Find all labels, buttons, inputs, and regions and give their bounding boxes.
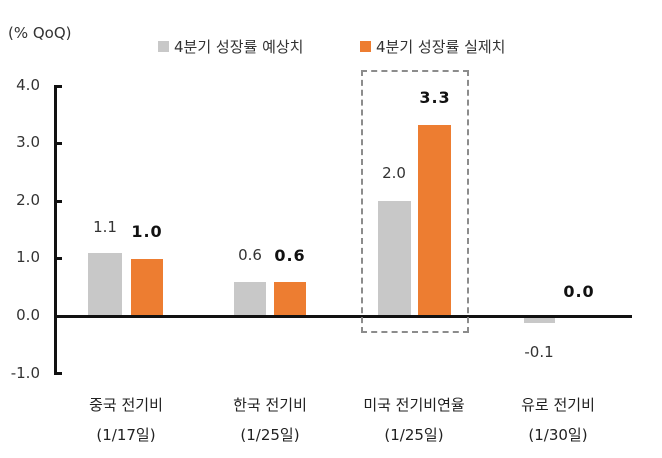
zero-baseline [54,315,632,318]
y-axis-line [54,86,57,375]
y-tick-label: 3.0 [16,133,40,151]
bar-actual-china [131,259,163,316]
y-tick-mark [54,142,62,145]
category-date: (1/25일) [240,426,300,444]
category-name: 유로 전기비 [521,396,595,414]
category-date: (1/30일) [528,426,588,444]
value-label-actual-korea: 0.6 [274,246,306,265]
value-label-actual-euro: 0.0 [563,282,595,301]
y-tick-label: 2.0 [16,191,40,209]
y-tick-label: 1.0 [16,248,40,266]
y-tick-label: 4.0 [16,76,40,94]
y-tick-mark [54,257,62,260]
legend-item-forecast: 4분기 성장률 예상치 [158,36,303,57]
category-name: 한국 전기비 [233,396,307,414]
category-label-us: 미국 전기비연율 (1/25일) [334,390,494,450]
highlight-dashed-box [361,70,469,333]
value-label-actual-us: 3.3 [419,88,451,107]
category-name: 미국 전기비연율 [363,396,465,414]
y-tick-mark [54,372,62,375]
value-label-forecast-china: 1.1 [93,218,117,236]
category-date: (1/17일) [96,426,156,444]
legend-swatch-orange [360,41,371,52]
value-label-forecast-korea: 0.6 [238,246,262,264]
legend-label-forecast: 4분기 성장률 예상치 [174,38,304,56]
legend-item-actual: 4분기 성장률 실제치 [360,36,505,57]
y-tick-mark [54,200,62,203]
category-label-china: 중국 전기비 (1/17일) [46,390,206,450]
category-label-korea: 한국 전기비 (1/25일) [190,390,350,450]
value-label-actual-china: 1.0 [131,222,163,241]
bar-forecast-china [88,253,122,316]
y-tick-label: -1.0 [10,364,40,382]
value-label-forecast-us: 2.0 [382,164,406,182]
category-name: 중국 전기비 [89,396,163,414]
bar-forecast-us [378,201,411,316]
value-label-forecast-euro: -0.1 [524,343,554,361]
bar-forecast-korea [234,282,266,316]
y-axis-unit-label: (% QoQ) [8,24,72,42]
bar-actual-us [418,125,451,316]
bar-actual-korea [274,282,306,316]
y-tick-mark [54,85,62,88]
bar-forecast-euro [524,318,555,323]
y-tick-label: 0.0 [16,306,40,324]
category-date: (1/25일) [384,426,444,444]
legend-swatch-gray [158,41,169,52]
legend-label-actual: 4분기 성장률 실제치 [376,38,506,56]
category-label-euro: 유로 전기비 (1/30일) [478,390,638,450]
